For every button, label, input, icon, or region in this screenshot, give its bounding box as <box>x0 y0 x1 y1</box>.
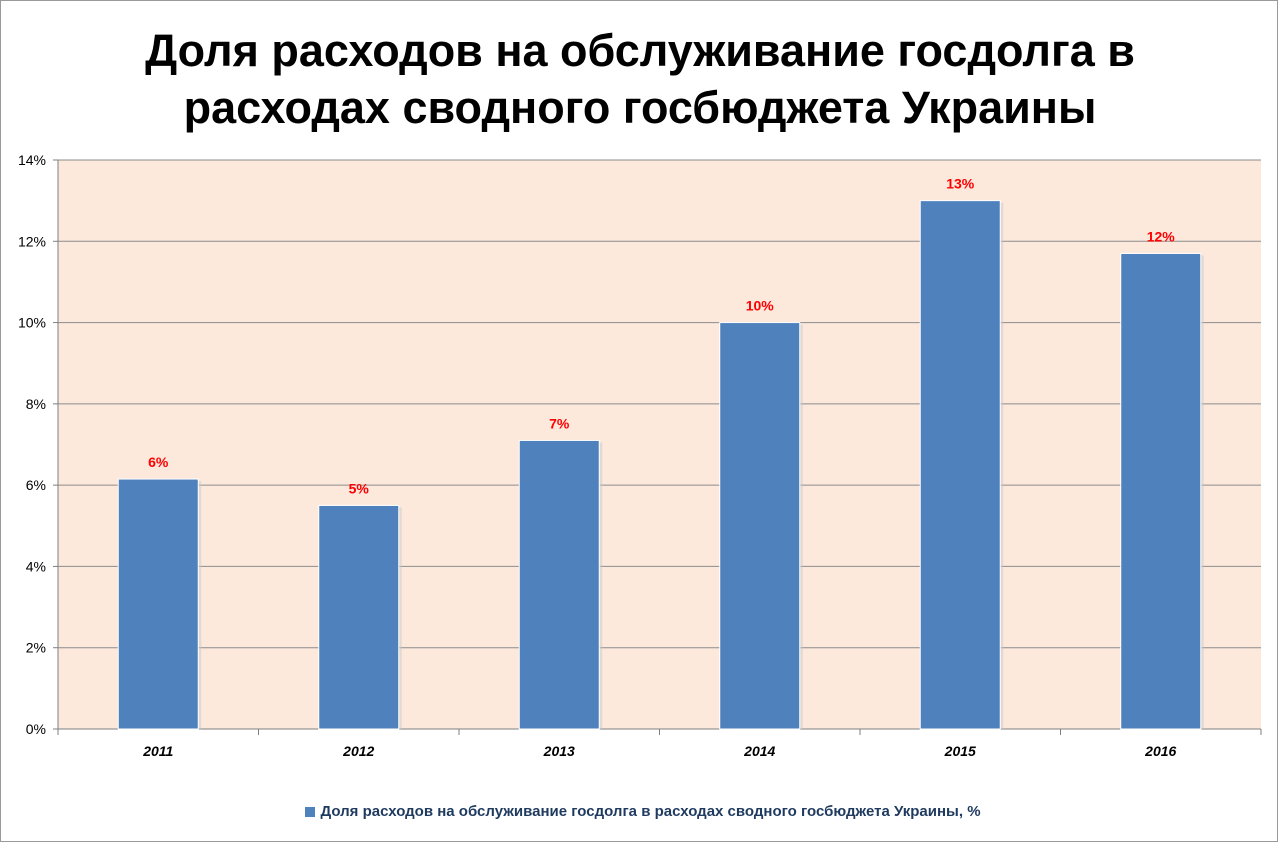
data-label: 6% <box>148 454 169 470</box>
bar <box>518 439 600 730</box>
y-tick-label: 4% <box>26 558 46 574</box>
y-tick-label: 14% <box>18 152 46 168</box>
bar <box>719 322 801 730</box>
x-category-label: 2012 <box>342 743 374 759</box>
y-tick-label: 8% <box>26 396 46 412</box>
y-tick-label: 0% <box>26 721 46 737</box>
chart-title: Доля расходов на обслуживание госдолга в… <box>145 25 1135 133</box>
bar <box>318 504 400 730</box>
data-label: 5% <box>349 480 370 496</box>
plot-area <box>58 160 1261 729</box>
y-tick-label: 6% <box>26 477 46 493</box>
bar <box>919 200 1001 730</box>
legend-swatch <box>305 807 316 817</box>
chart-legend: Доля расходов на обслуживание госдолга в… <box>0 803 1286 820</box>
y-tick-label: 12% <box>18 233 46 249</box>
data-label: 7% <box>549 415 570 431</box>
x-category-label: 2013 <box>543 743 575 759</box>
data-label: 12% <box>1147 228 1176 244</box>
legend-label: Доля расходов на обслуживание госдолга в… <box>320 803 981 820</box>
y-tick-label: 2% <box>26 640 46 656</box>
data-label: 13% <box>946 176 975 192</box>
data-label: 10% <box>746 298 775 314</box>
bar <box>1120 252 1202 730</box>
x-category-label: 2015 <box>944 743 976 759</box>
x-category-label: 2011 <box>142 743 173 759</box>
x-category-label: 2014 <box>743 743 775 759</box>
x-category-label: 2016 <box>1144 743 1176 759</box>
y-tick-label: 10% <box>18 315 46 331</box>
bar <box>117 478 199 730</box>
